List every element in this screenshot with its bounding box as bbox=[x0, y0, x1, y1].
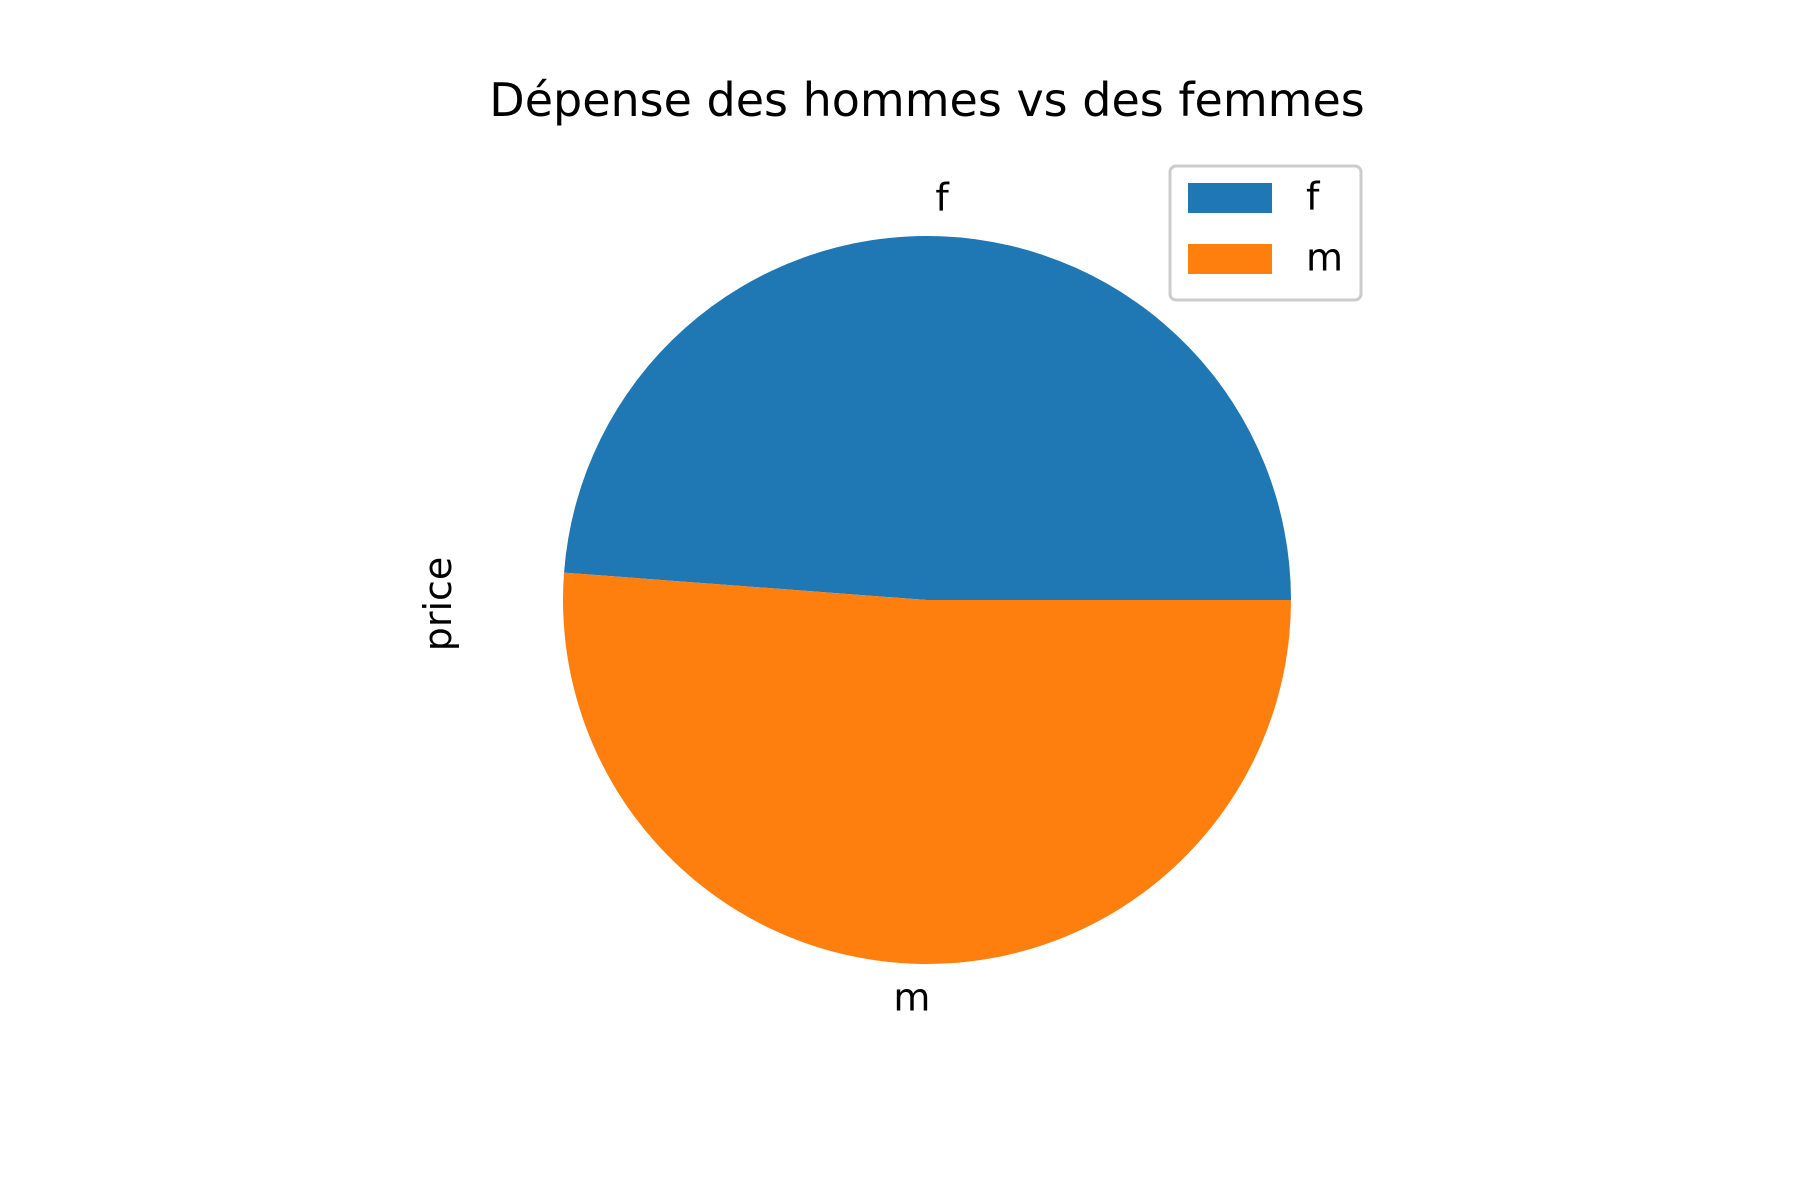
slice-label-m: m bbox=[893, 976, 930, 1020]
chart-title: Dépense des hommes vs des femmes bbox=[489, 73, 1364, 127]
slice-label-f: f bbox=[935, 175, 950, 219]
legend-label-f: f bbox=[1306, 175, 1321, 219]
pie-slices bbox=[563, 235, 1291, 964]
legend-label-m: m bbox=[1306, 236, 1343, 280]
legend-swatch-m bbox=[1188, 244, 1272, 274]
legend-swatch-f bbox=[1188, 183, 1272, 213]
y-axis-label: price bbox=[416, 557, 460, 652]
pie-slice-m bbox=[563, 572, 1291, 964]
pie-slice-f bbox=[564, 235, 1291, 600]
legend: fm bbox=[1168, 164, 1363, 302]
pie-slice-labels: fm bbox=[893, 175, 950, 1019]
